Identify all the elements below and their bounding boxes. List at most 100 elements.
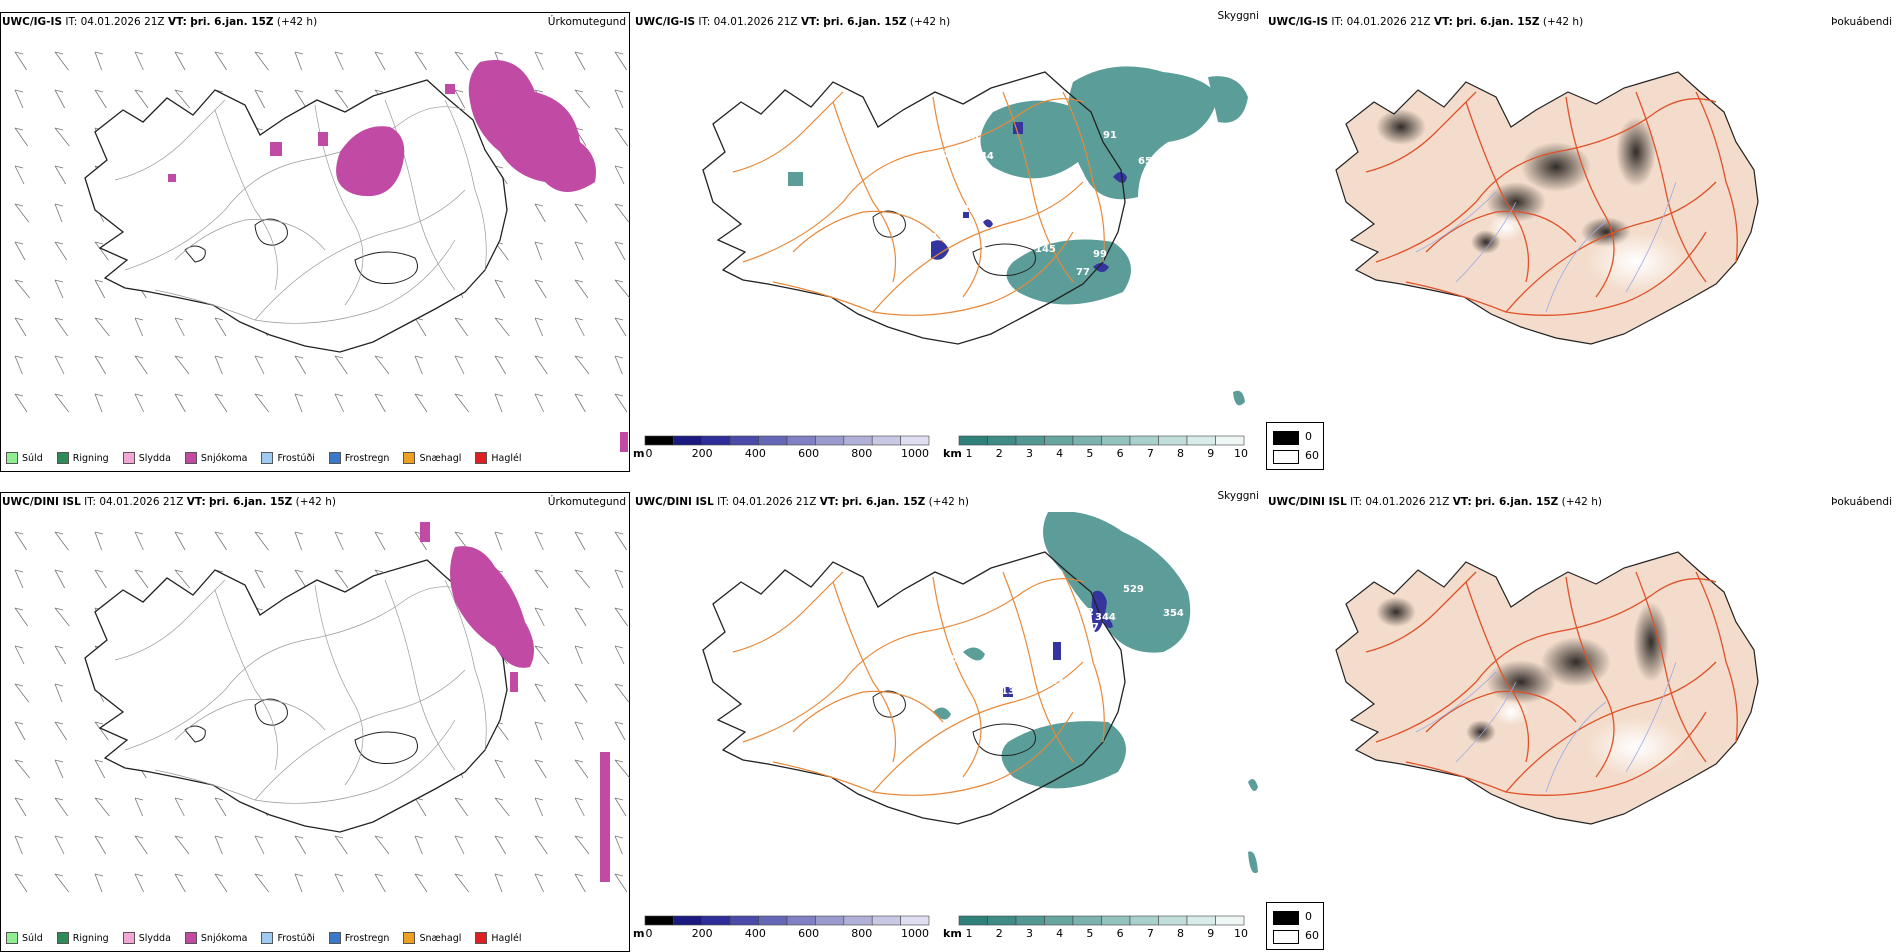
- colorbar-swatch: [900, 435, 930, 446]
- legend-item: Snæhagl: [403, 932, 461, 944]
- wind-barb: [214, 873, 228, 893]
- wind-barb: [534, 393, 545, 413]
- wind-barb: [14, 393, 28, 413]
- fog-legend-white: [1273, 450, 1299, 464]
- vt-value: þri. 6.jan. 15Z: [209, 496, 293, 508]
- it-label: IT:: [698, 16, 711, 28]
- legend-label: Frostregn: [344, 932, 390, 944]
- wind-barb: [574, 355, 590, 375]
- fog-map[interactable]: [1266, 512, 1896, 912]
- wind-barb: [534, 569, 549, 589]
- ceiling-colorbar-swatches: [644, 435, 930, 446]
- vt-label: VT:: [1452, 496, 1472, 508]
- fog-legend-box: 0 60: [1266, 422, 1324, 470]
- wind-barb: [574, 569, 590, 589]
- wind-barb: [14, 873, 28, 893]
- colorbar-tick-label: 200: [691, 927, 713, 940]
- wind-barb: [454, 835, 465, 855]
- wind-barb: [374, 835, 390, 855]
- colorbar-tick-label: 2: [995, 447, 1003, 460]
- wind-barb: [14, 165, 25, 185]
- it-value: 04.01.2026 21Z: [99, 496, 184, 508]
- wind-barb: [54, 355, 65, 375]
- vt-label: VT:: [800, 16, 820, 28]
- legend-swatch: [6, 452, 18, 464]
- colorbar-swatch: [729, 435, 759, 446]
- it-value: 04.01.2026 21Z: [1346, 16, 1431, 28]
- wind-barb: [414, 51, 428, 71]
- colorbar-swatch: [701, 435, 731, 446]
- wind-barb: [494, 797, 510, 817]
- it-value: 04.01.2026 21Z: [1365, 496, 1450, 508]
- colorbar-tick-label: 400: [744, 447, 766, 460]
- precip-map[interactable]: [0, 512, 630, 932]
- lead-time: (+42 h): [295, 496, 336, 508]
- it-value: 04.01.2026 21Z: [713, 16, 798, 28]
- wind-barb: [14, 835, 24, 855]
- wind-barb: [294, 531, 304, 551]
- road-line: [1425, 210, 1577, 253]
- ceiling-value-label: 177: [1078, 622, 1099, 633]
- wind-barb: [134, 89, 149, 109]
- variable-name: Skyggni: [1217, 10, 1260, 22]
- road-line: [1365, 91, 1477, 173]
- legend-swatch: [261, 452, 274, 464]
- colorbar-tick-label: 5: [1086, 447, 1094, 460]
- legend-swatch: [403, 452, 416, 464]
- wind-barb: [614, 645, 625, 665]
- wind-barb: [494, 317, 510, 337]
- variable-name: Skyggni: [1217, 490, 1260, 502]
- precip-map[interactable]: [0, 32, 630, 452]
- colorbar-tick-label: 4: [1056, 447, 1064, 460]
- wind-barb: [174, 873, 186, 893]
- fog-map[interactable]: [1266, 32, 1896, 432]
- ceiling-colorbar-swatches: [644, 915, 930, 926]
- colorbar-swatch: [815, 915, 845, 926]
- wind-barb: [134, 317, 144, 337]
- legend-item: Snjókoma: [184, 452, 247, 464]
- wind-barb: [14, 203, 29, 223]
- it-value: 04.01.2026 21Z: [732, 496, 817, 508]
- fog-legend-max: 60: [1305, 449, 1319, 462]
- road-line: [1375, 578, 1717, 743]
- visibility-areas: [933, 512, 1258, 874]
- variable-name: Úrkomutegund: [547, 16, 626, 28]
- wind-barb: [374, 873, 386, 893]
- wind-barb: [214, 531, 228, 551]
- wind-barb: [414, 393, 428, 413]
- legend-label: Slydda: [138, 932, 171, 944]
- it-label: IT:: [1350, 496, 1363, 508]
- wind-barb: [54, 51, 69, 71]
- wind-barb: [454, 51, 469, 71]
- wind-barb: [54, 393, 69, 413]
- colorbar-swatch: [1158, 915, 1188, 926]
- wind-barb: [14, 355, 24, 375]
- wind-barb: [94, 759, 106, 779]
- road-line: [214, 109, 278, 291]
- colorbar-swatch: [1158, 435, 1188, 446]
- legend-swatch: [184, 932, 197, 944]
- colorbar-swatch: [1129, 435, 1159, 446]
- colorbar-swatch: [843, 915, 873, 926]
- wind-barb: [454, 393, 469, 413]
- wind-barb: [534, 645, 550, 665]
- road-line: [772, 711, 1074, 796]
- legend-item: Snæhagl: [403, 452, 461, 464]
- wind-barb: [414, 317, 427, 337]
- colorbar-swatch: [673, 435, 703, 446]
- road-line: [154, 719, 456, 804]
- model-name: UWC/DINI ISL: [2, 496, 81, 508]
- wind-barb: [174, 393, 186, 413]
- colorbar-tick-label: 800: [851, 927, 873, 940]
- wind-barb: [574, 645, 584, 665]
- road-line: [932, 96, 982, 298]
- road-line: [114, 579, 226, 661]
- fog-legend-white: [1273, 930, 1299, 944]
- ceiling-value-label: 125: [955, 204, 976, 215]
- iceland-outline: [84, 559, 508, 833]
- ceiling-map[interactable]: 529 344 354 132 177 117 130 50 14: [633, 512, 1263, 912]
- wind-barb: [54, 797, 68, 817]
- wind-barb: [614, 797, 627, 817]
- legend-swatch: [475, 932, 488, 944]
